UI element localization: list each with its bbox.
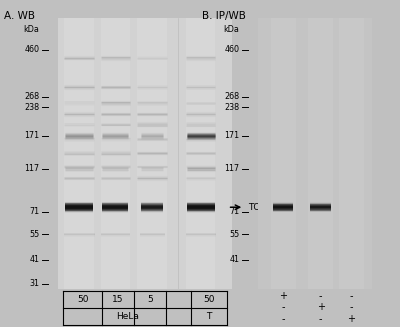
Text: 55: 55 bbox=[29, 230, 40, 239]
Text: T: T bbox=[206, 312, 212, 321]
Text: TORC3: TORC3 bbox=[248, 203, 278, 212]
Bar bbox=[339, 18, 364, 289]
Text: 171: 171 bbox=[224, 131, 240, 140]
Text: +: + bbox=[279, 291, 287, 301]
Text: A. WB: A. WB bbox=[4, 11, 35, 22]
Text: 238: 238 bbox=[24, 103, 40, 112]
Text: +: + bbox=[317, 302, 325, 312]
Text: B. IP/WB: B. IP/WB bbox=[202, 11, 246, 22]
Text: 55: 55 bbox=[229, 230, 240, 239]
Bar bbox=[308, 18, 333, 289]
Text: 41: 41 bbox=[30, 255, 40, 264]
Text: 5: 5 bbox=[147, 295, 152, 304]
Text: 50: 50 bbox=[203, 295, 215, 304]
Text: 460: 460 bbox=[224, 45, 240, 55]
Text: 41: 41 bbox=[230, 255, 240, 264]
Text: 268: 268 bbox=[224, 92, 240, 101]
Text: -: - bbox=[281, 302, 285, 312]
Bar bbox=[270, 18, 296, 289]
Bar bbox=[101, 18, 130, 289]
Text: 171: 171 bbox=[24, 131, 40, 140]
Text: -: - bbox=[319, 291, 322, 301]
Text: 117: 117 bbox=[224, 164, 240, 173]
Text: 71: 71 bbox=[29, 208, 40, 216]
Bar bbox=[186, 18, 216, 289]
Text: -: - bbox=[350, 302, 353, 312]
Text: HeLa: HeLa bbox=[116, 312, 139, 321]
Text: 71: 71 bbox=[229, 208, 240, 216]
Text: kDa: kDa bbox=[24, 25, 40, 34]
Text: +: + bbox=[348, 315, 356, 324]
Text: -: - bbox=[281, 315, 285, 324]
Text: 15: 15 bbox=[112, 295, 124, 304]
Text: 460: 460 bbox=[24, 45, 40, 55]
Bar bbox=[137, 18, 167, 289]
Text: 268: 268 bbox=[24, 92, 40, 101]
Text: 50: 50 bbox=[77, 295, 89, 304]
Text: -: - bbox=[319, 315, 322, 324]
Text: 117: 117 bbox=[24, 164, 40, 173]
Bar bbox=[64, 18, 94, 289]
Text: 238: 238 bbox=[224, 103, 240, 112]
Text: kDa: kDa bbox=[224, 25, 240, 34]
Text: 31: 31 bbox=[30, 279, 40, 288]
Text: -: - bbox=[350, 291, 353, 301]
